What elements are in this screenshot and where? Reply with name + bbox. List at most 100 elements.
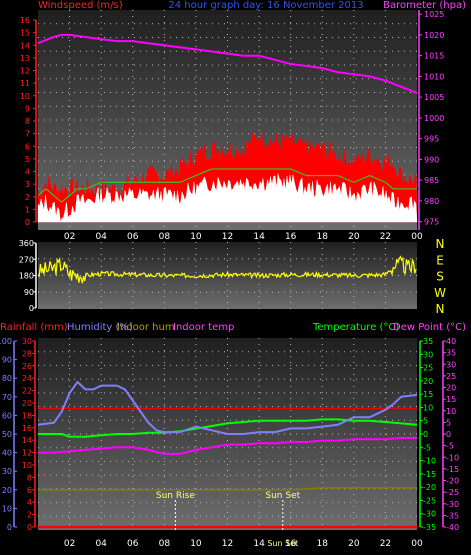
axis-tick-label: 0 <box>446 430 451 439</box>
axis-tick-label: 5 <box>423 417 428 426</box>
axis-tick-label: 9 <box>25 104 30 113</box>
axis-tick-label: 30 <box>423 350 433 359</box>
axis-tick-label: 60 <box>2 411 12 420</box>
sun-rise-label: Sun Rise <box>156 491 195 501</box>
axis-tick-label: 8 <box>25 117 30 126</box>
barometer-axis-label: Barometer (hpa) <box>383 0 466 11</box>
x-tick-label: 16 <box>285 232 297 242</box>
axis-tick-label: 30 <box>446 360 456 369</box>
x-tick-label: 18 <box>317 539 329 549</box>
x-tick-label: 12 <box>222 232 233 242</box>
compass-label: E <box>436 253 444 267</box>
barometer-tick-label: 995 <box>424 135 439 144</box>
barometer-series <box>37 33 418 94</box>
x-tick-label: 08 <box>159 539 171 549</box>
axis-tick-label: 6 <box>25 142 30 151</box>
x-tick-label: 00 <box>411 539 423 549</box>
axis-tick-label: -40 <box>446 523 459 532</box>
windspeed-axis-label: Windspeed (m/s) <box>38 0 123 11</box>
axis-tick-label: 10 <box>22 461 32 470</box>
wind-direction-panel <box>38 242 417 309</box>
axis-tick-label: 14 <box>22 436 32 445</box>
axis-tick-label: 50 <box>2 430 12 439</box>
rainfall-label: Rainfall (mm) <box>0 322 68 333</box>
x-tick-label: 14 <box>253 539 265 549</box>
axis-tick-label: 35 <box>446 349 456 358</box>
barometer-tick-label: 990 <box>424 155 439 164</box>
x-tick-label: 10 <box>190 232 202 242</box>
axis-tick-label: 2 <box>27 511 32 520</box>
wind-average-series <box>37 168 417 203</box>
axis-tick-label: -15 <box>423 470 436 479</box>
x-tick-label: 10 <box>190 539 202 549</box>
axis-tick-label: 0 <box>25 218 30 227</box>
axis-tick-label: 30 <box>2 467 12 476</box>
humidity-label: Humidity (%) <box>67 322 133 333</box>
x-tick-label: 06 <box>127 232 139 242</box>
axis-tick-label: 80 <box>2 374 12 383</box>
barometer-tick-label: 1010 <box>424 72 444 81</box>
axis-tick-label: 30 <box>22 337 32 346</box>
x-tick-label: 02 <box>64 539 75 549</box>
barometer-tick-label: 980 <box>424 197 439 206</box>
barometer-tick-label: 1005 <box>424 93 444 102</box>
x-tick-label: 12 <box>222 539 233 549</box>
x-tick-label: 20 <box>348 539 360 549</box>
axis-tick-label: 7 <box>25 130 30 139</box>
axis-tick-label: 100 <box>0 337 12 346</box>
axis-tick-label: 40 <box>2 449 12 458</box>
axis-tick-label: -10 <box>423 457 436 466</box>
axis-tick-label: 0 <box>423 430 428 439</box>
x-tick-label: 18 <box>317 232 329 242</box>
axis-tick-label: 16 <box>22 424 32 433</box>
axis-tick-label: 22 <box>22 387 32 396</box>
axis-tick-label: 20 <box>423 377 433 386</box>
axis-tick-label: 40 <box>446 337 456 346</box>
axis-tick-label: 16 <box>20 16 30 25</box>
axis-tick-label: -15 <box>446 465 459 474</box>
axis-tick-label: 8 <box>27 473 32 482</box>
axis-tick-label: 10 <box>446 407 456 416</box>
axis-tick-label: -20 <box>423 483 436 492</box>
axis-tick-label: 4 <box>27 498 32 507</box>
x-tick-label: 06 <box>127 539 139 549</box>
wind-direction-series <box>37 255 417 284</box>
axis-tick-label: 18 <box>22 411 32 420</box>
axis-tick-label: 1 <box>25 205 30 214</box>
axis-tick-label: 35 <box>423 337 433 346</box>
wind-speed-series <box>37 173 418 223</box>
dew-point-series <box>38 437 417 455</box>
axis-tick-label: -35 <box>446 511 459 520</box>
axis-tick-label: 14 <box>20 41 30 50</box>
axis-tick-label: -5 <box>423 443 431 452</box>
compass-label: W <box>434 286 446 300</box>
axis-tick-label: -5 <box>446 442 454 451</box>
x-tick-label: 04 <box>95 539 107 549</box>
sun-set-axis-label: Sun Set <box>267 539 298 548</box>
x-tick-label: 04 <box>95 232 107 242</box>
x-tick-label: 14 <box>253 232 265 242</box>
temperature-label: Temperature (°C) <box>312 322 399 333</box>
dew-point-label: Dew Point (°C) <box>393 322 466 333</box>
axis-tick-label: 5 <box>446 418 451 427</box>
x-tick-label: 22 <box>380 539 391 549</box>
axis-tick-label: 6 <box>27 486 32 495</box>
indoor-temp-label: Indoor temp <box>173 322 234 333</box>
x-tick-label: 20 <box>348 232 360 242</box>
axis-tick-label: 10 <box>20 92 30 101</box>
barometer-tick-label: 1000 <box>424 114 444 123</box>
barometer-tick-label: 1015 <box>424 52 444 61</box>
compass-label: N <box>436 237 445 251</box>
barometer-tick-label: 1025 <box>424 10 444 19</box>
x-tick-label: 02 <box>64 232 75 242</box>
axis-tick-label: -25 <box>446 488 459 497</box>
axis-tick-label: 12 <box>22 449 32 458</box>
axis-tick-label: 360 <box>19 239 34 248</box>
x-tick-label: 16 <box>285 539 297 549</box>
axis-tick-label: 11 <box>20 79 30 88</box>
axis-tick-label: -30 <box>423 510 436 519</box>
axis-tick-label: 270 <box>19 255 34 264</box>
axis-tick-label: 15 <box>20 29 30 38</box>
